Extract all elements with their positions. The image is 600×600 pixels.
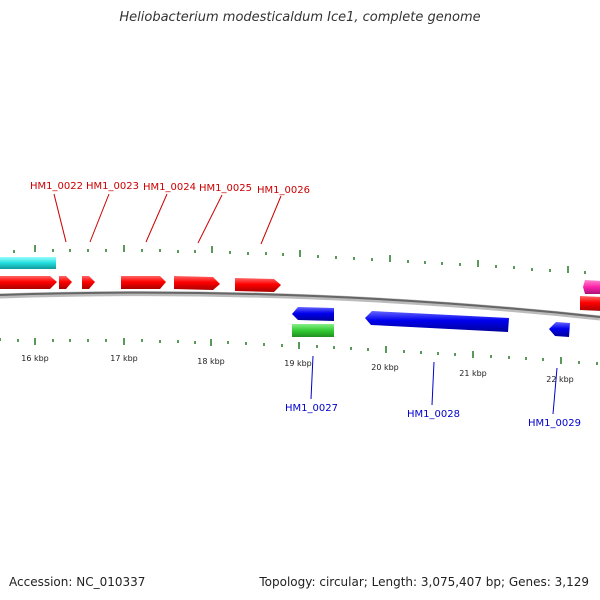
gene-arrow-forward[interactable] — [0, 276, 57, 289]
reverse-tick-track — [0, 338, 598, 365]
gene-arrow-forward[interactable] — [121, 276, 166, 289]
reverse-genes — [292, 307, 570, 337]
genome-summary-text: Topology: circular; Length: 3,075,407 bp… — [259, 575, 589, 589]
gene-label-hm1-0026[interactable]: HM1_0026 — [257, 185, 310, 196]
accession-text: Accession: NC_010337 — [9, 575, 146, 589]
gene-arrow-reverse[interactable] — [365, 311, 509, 332]
forward-gene-annotations — [53, 193, 282, 245]
gene-arrow-reverse[interactable] — [549, 322, 570, 337]
kbp-label: 16 kbp — [21, 354, 49, 363]
kbp-label: 19 kbp — [284, 359, 312, 368]
gene-label-hm1-0028[interactable]: HM1_0028 — [407, 409, 460, 420]
gene-arrow-reverse[interactable] — [292, 307, 334, 321]
gene-arrow-forward[interactable] — [174, 276, 220, 290]
rna-feature[interactable] — [292, 324, 334, 337]
magenta-feature[interactable] — [583, 280, 600, 294]
genome-backbone — [0, 291, 600, 321]
kbp-label: 18 kbp — [197, 357, 225, 366]
gene-arrow-forward[interactable] — [580, 296, 600, 311]
kbp-label: 22 kbp — [546, 375, 574, 384]
gene-label-hm1-0024[interactable]: HM1_0024 — [143, 182, 196, 193]
kbp-label: 20 kbp — [371, 363, 399, 372]
kbp-labels: 16 kbp 17 kbp 18 kbp 19 kbp 20 kbp 21 kb… — [21, 354, 574, 384]
gene-label-hm1-0027[interactable]: HM1_0027 — [285, 403, 338, 414]
kbp-label: 17 kbp — [110, 354, 138, 363]
gene-label-hm1-0022[interactable]: HM1_0022 — [30, 181, 83, 192]
cyan-feature[interactable] — [0, 257, 56, 269]
reverse-gene-annotations — [310, 355, 558, 415]
genome-title: Heliobacterium modesticaldum Ice1, compl… — [119, 10, 481, 25]
gene-label-hm1-0023[interactable]: HM1_0023 — [86, 181, 139, 192]
gene-arrow-forward[interactable] — [82, 276, 95, 289]
gene-arrow-forward[interactable] — [235, 278, 281, 292]
gene-arrow-forward[interactable] — [59, 276, 72, 289]
kbp-label: 21 kbp — [459, 369, 487, 378]
forward-genes — [0, 276, 600, 311]
forward-tick-track — [13, 245, 586, 274]
gene-label-hm1-0029[interactable]: HM1_0029 — [528, 418, 581, 429]
gene-label-hm1-0025[interactable]: HM1_0025 — [199, 183, 252, 194]
